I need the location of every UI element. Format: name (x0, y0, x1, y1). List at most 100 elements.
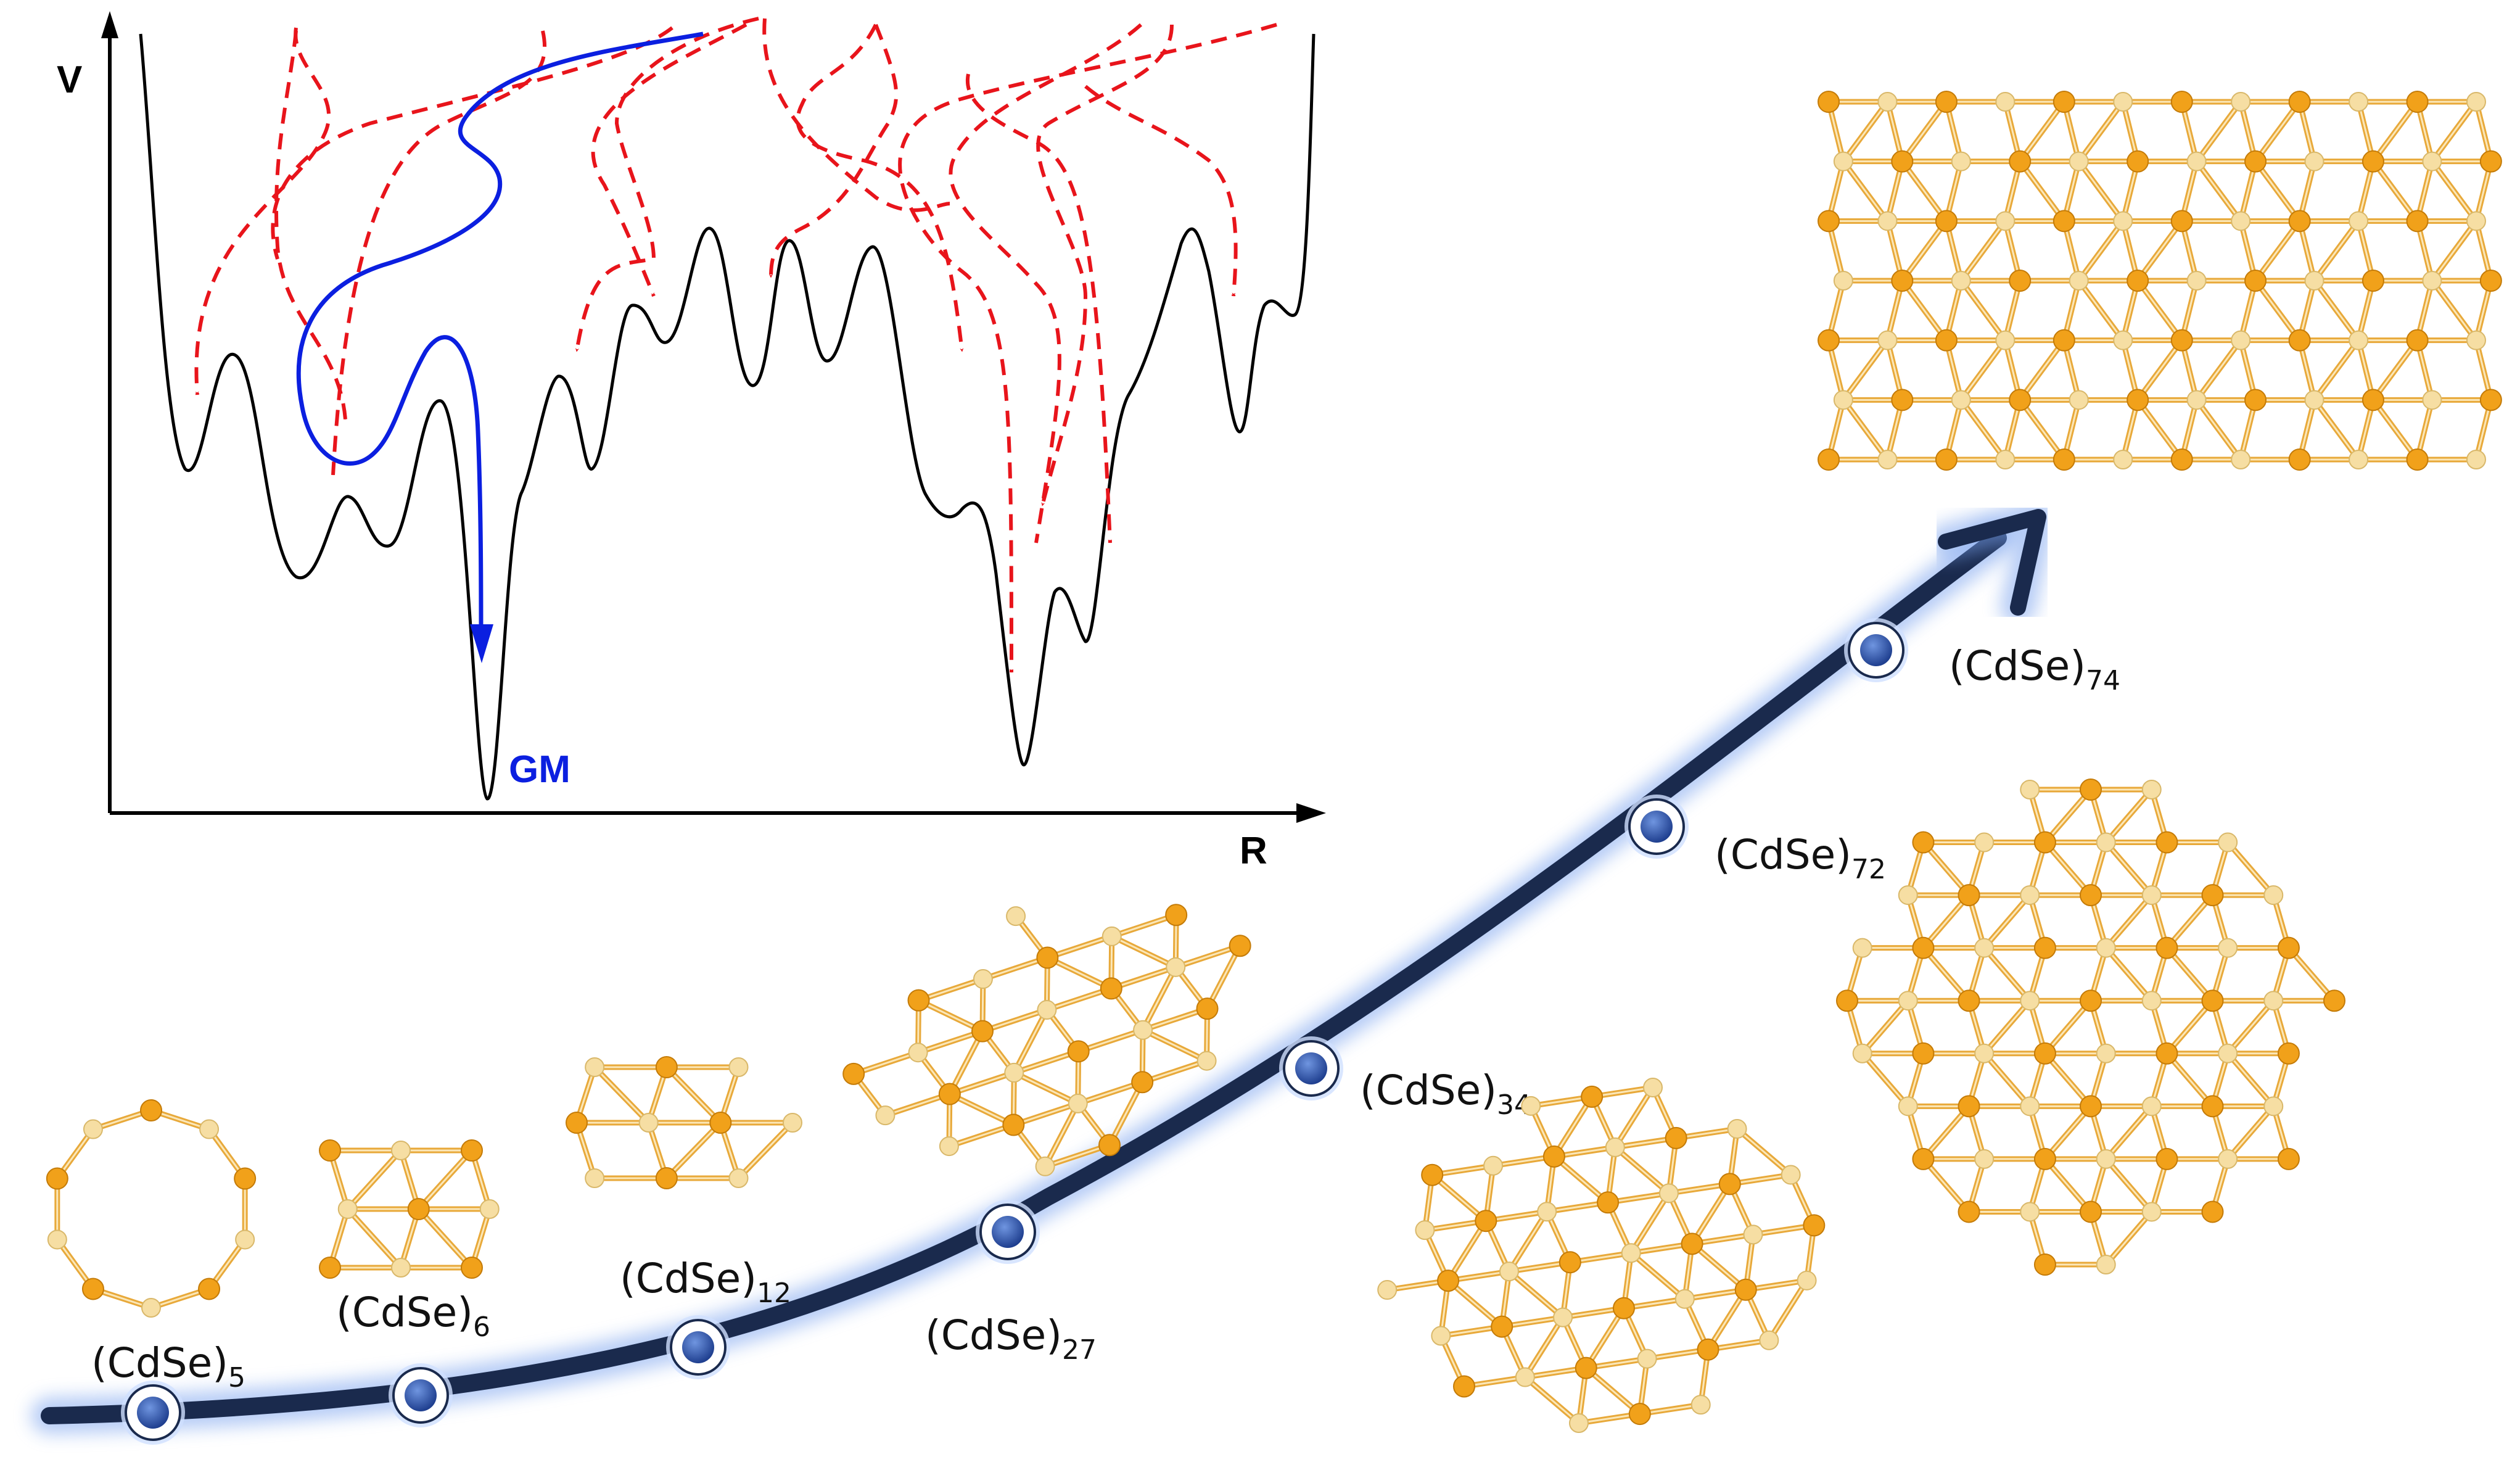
bond-highlight (1691, 1242, 1747, 1291)
se-atom (1974, 1043, 1995, 1063)
cd-atom (1437, 1270, 1460, 1292)
blue-global-minimum-path (296, 31, 704, 642)
bond-highlight (2313, 398, 2360, 461)
bond-highlight (884, 1093, 951, 1117)
cluster-size-progression: (CdSe)5(CdSe)6(CdSe)12(CdSe)27(CdSe)34(C… (31, 499, 2120, 1445)
cluster-label: (CdSe)74 (1949, 642, 2120, 696)
se-atom (1643, 1077, 1663, 1097)
cluster-structure-cdse-6 (319, 1139, 500, 1279)
se-atom (1898, 991, 1918, 1011)
se-atom (479, 1199, 500, 1219)
energy-landscape-panel: V R GM (57, 11, 1326, 872)
progress-curve-glow (31, 524, 2011, 1434)
se-atom (2466, 92, 2486, 112)
bond-highlight (2196, 398, 2242, 461)
bond-highlight (1901, 220, 1948, 282)
bond-highlight (2105, 788, 2153, 844)
bond-highlight (2105, 894, 2153, 949)
se-atom (2096, 1255, 2116, 1274)
cd-atom (1597, 1191, 1620, 1214)
cd-atom (81, 1278, 104, 1300)
se-atom (2422, 390, 2442, 410)
se-atom (2349, 211, 2369, 231)
bond-highlight (2431, 220, 2477, 282)
bond-highlight (2196, 101, 2242, 163)
bond-highlight (2372, 101, 2419, 163)
se-atom (2069, 271, 2089, 291)
bond-highlight (1447, 1220, 1487, 1282)
cd-atom (2080, 1095, 2102, 1118)
cd-atom (2201, 989, 2224, 1012)
cd-atom (2277, 936, 2300, 959)
red-trajectory (575, 17, 759, 352)
cd-atom (2033, 936, 2056, 959)
bond-highlight (1861, 999, 1909, 1055)
se-atom (2020, 991, 2040, 1011)
bond-highlight (1013, 1009, 1048, 1074)
cd-atom (319, 1257, 341, 1279)
cd-atom (907, 989, 930, 1012)
bond-highlight (1960, 339, 2006, 401)
cd-atom (140, 1099, 162, 1121)
se-atom (2096, 1149, 2116, 1169)
cluster-subscript: 5 (228, 1362, 245, 1394)
se-atom (1674, 1289, 1695, 1309)
se-atom (1833, 151, 1853, 171)
progress-node (121, 1381, 185, 1445)
se-atom (2263, 885, 2284, 906)
cd-atom (2170, 91, 2193, 113)
red-trajectory (331, 30, 547, 476)
cd-atom (2288, 329, 2311, 352)
se-atom (1553, 1307, 1573, 1328)
bond-highlight (1077, 1081, 1143, 1105)
cd-atom (1628, 1403, 1651, 1426)
bond-highlight (1983, 999, 2031, 1055)
se-atom (2349, 92, 2369, 112)
cd-atom (1196, 997, 1219, 1020)
se-atom (391, 1258, 411, 1278)
cd-atom (2406, 448, 2429, 471)
se-atom (2422, 271, 2442, 291)
cd-atom (461, 1257, 483, 1279)
bond-highlight (2165, 999, 2213, 1055)
cd-atom (2127, 150, 2149, 173)
cd-atom (938, 1083, 961, 1105)
se-atom (1101, 926, 1122, 946)
cd-atom (2033, 1042, 2056, 1065)
cd-atom (1100, 977, 1122, 1000)
cd-atom (2156, 1147, 2178, 1170)
se-atom (1877, 92, 1898, 112)
se-atom (2231, 450, 2251, 469)
se-atom (2349, 330, 2369, 350)
progress-node-dot (137, 1397, 169, 1429)
cd-atom (461, 1139, 483, 1162)
se-atom (2020, 1202, 2040, 1222)
bond-highlight (1842, 101, 1888, 163)
cd-atom (2080, 1200, 2102, 1223)
bond-highlight (1960, 220, 2006, 282)
se-atom (1995, 211, 2016, 231)
se-atom (2231, 211, 2251, 231)
se-atom (939, 1136, 959, 1157)
se-atom (1974, 938, 1995, 958)
progress-node-dot (992, 1216, 1024, 1248)
bond-highlight (2044, 788, 2092, 844)
cd-atom (1958, 989, 1980, 1012)
se-atom (235, 1229, 255, 1250)
bond-highlight (1922, 1105, 1970, 1160)
se-atom (783, 1113, 802, 1133)
bond-highlight (1046, 956, 1113, 989)
se-atom (1974, 1149, 1995, 1169)
cd-atom (2406, 329, 2429, 352)
cd-atom (2127, 270, 2149, 292)
se-atom (2304, 390, 2324, 410)
bond-highlight (1922, 894, 1970, 949)
se-atom (1852, 938, 1872, 958)
cd-atom (566, 1112, 588, 1134)
bond-highlight (1630, 1192, 1670, 1254)
bond-highlight (347, 1149, 402, 1210)
cluster-label: (CdSe)72 (1715, 831, 1886, 885)
bond-highlight (2165, 894, 2213, 949)
se-atom (908, 1043, 928, 1063)
cd-atom (2277, 1042, 2300, 1065)
